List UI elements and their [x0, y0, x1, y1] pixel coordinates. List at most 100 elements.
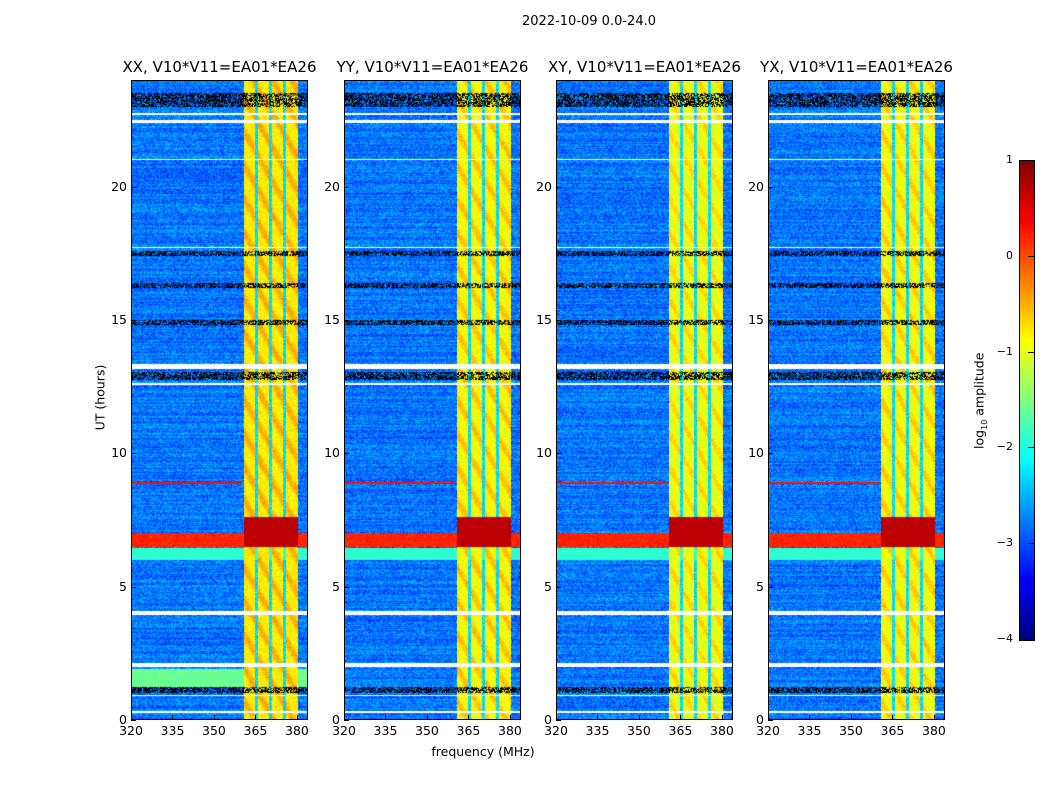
x-tick: [680, 715, 682, 720]
x-tick-label: 320: [119, 723, 143, 738]
colorbar-tick-label: −4: [996, 632, 1013, 645]
y-tick-label: 15: [748, 312, 764, 327]
x-tick: [296, 715, 298, 720]
y-tick-label: 5: [119, 578, 127, 594]
colorbar-tick: [1028, 543, 1034, 545]
y-tick: [768, 320, 773, 321]
y-tick: [556, 453, 561, 455]
y-tick-label: 10: [536, 445, 552, 461]
colorbar-tick: [1028, 639, 1034, 640]
y-tick: [131, 320, 136, 321]
x-tick-label: 350: [839, 723, 863, 738]
y-tick-label: 20: [748, 178, 764, 194]
y-tick: [131, 720, 136, 721]
colorbar-tick-label: −2: [996, 440, 1013, 454]
y-tick-label: 5: [756, 578, 764, 594]
y-tick-label: 5: [332, 578, 340, 594]
x-tick: [509, 715, 511, 720]
y-tick-label: 0: [544, 712, 552, 727]
y-tick-label: 15: [536, 312, 552, 327]
spectrogram-panel-3: YX, V10*V11=EA01*EA26 320 335 350 365 380 0 5 10…: [748, 58, 953, 738]
x-axis-label: frequency (MHz): [431, 744, 535, 759]
y-tick-label: 20: [111, 178, 127, 194]
x-tick: [933, 715, 935, 720]
colorbar-tick-label: 1: [1006, 153, 1013, 166]
spectrogram-panel-1: YY, V10*V11=EA01*EA26 320 335 350 365 380 0 5 10…: [324, 58, 528, 738]
panel-title: XY, V10*V11=EA01*EA26: [548, 58, 741, 76]
figure-title: 2022-10-09 0.0-24.0: [522, 14, 656, 29]
y-tick: [344, 320, 349, 321]
axes-frame: [344, 80, 521, 720]
y-tick-label: 20: [324, 178, 340, 194]
panel-title: YY, V10*V11=EA01*EA26: [336, 58, 529, 76]
x-tick-label: 380: [922, 723, 946, 738]
y-tick: [131, 586, 136, 588]
y-tick-label: 5: [544, 578, 552, 594]
x-tick: [597, 715, 599, 720]
x-tick-label: 335: [585, 723, 610, 738]
y-tick: [344, 186, 349, 188]
x-tick: [850, 715, 852, 720]
x-tick-label: 380: [285, 723, 309, 738]
x-tick: [892, 715, 894, 720]
y-axis-label: UT (hours): [92, 364, 108, 431]
colorbar-tick-label: 0: [1006, 248, 1013, 262]
y-tick: [344, 586, 349, 588]
axes-frame: [131, 80, 308, 720]
x-tick-label: 335: [160, 723, 185, 738]
y-tick: [131, 453, 136, 455]
panel-title: YX, V10*V11=EA01*EA26: [760, 58, 953, 76]
x-tick-label: 335: [797, 723, 822, 738]
x-tick: [426, 715, 428, 720]
x-tick-label: 320: [756, 723, 780, 738]
colorbar-tick: [1028, 447, 1034, 449]
y-tick: [768, 186, 773, 188]
x-tick-label: 380: [498, 723, 522, 738]
colorbar-tick-label: −3: [996, 536, 1013, 550]
colorbar-tick: [1028, 255, 1034, 257]
spectrogram-panel-0: XX, V10*V11=EA01*EA26 320 335 350 365 380 0 5 10…: [111, 58, 316, 738]
y-tick-label: 0: [332, 712, 340, 727]
y-tick: [131, 186, 136, 188]
x-tick-label: 335: [373, 723, 398, 738]
x-tick: [556, 715, 557, 720]
x-tick: [131, 715, 132, 720]
x-tick-label: 320: [332, 723, 356, 738]
x-tick-label: 350: [415, 723, 439, 738]
colorbar-tick: [1028, 351, 1034, 353]
y-tick-label: 15: [111, 312, 127, 327]
y-tick: [344, 720, 349, 721]
y-tick-label: 10: [748, 445, 764, 461]
axes-frame: [556, 80, 733, 720]
x-tick-label: 320: [544, 723, 568, 738]
y-tick: [556, 186, 561, 188]
x-tick: [385, 715, 387, 720]
y-tick-label: 20: [536, 178, 552, 194]
x-tick-label: 380: [710, 723, 734, 738]
spectrogram-panel-2: XY, V10*V11=EA01*EA26 320 335 350 365 380 0 5 10…: [536, 58, 741, 738]
panel-title: XX, V10*V11=EA01*EA26: [122, 58, 317, 76]
y-tick: [344, 453, 349, 455]
x-tick-label: 365: [880, 723, 905, 738]
y-tick-label: 0: [756, 712, 764, 727]
y-tick-label: 15: [324, 312, 340, 327]
x-tick: [213, 715, 215, 720]
y-tick-label: 10: [324, 445, 340, 461]
x-tick: [809, 715, 811, 720]
spectrogram-image: [131, 80, 308, 720]
y-tick: [556, 320, 561, 321]
x-tick-label: 365: [668, 723, 693, 738]
x-tick-label: 365: [243, 723, 268, 738]
spectrogram-image: [768, 80, 945, 720]
y-tick-label: 10: [111, 445, 127, 461]
colorbar: [1019, 160, 1035, 641]
y-tick-label: 0: [119, 712, 127, 727]
x-tick-label: 350: [627, 723, 651, 738]
colorbar-tick-label: −1: [996, 344, 1013, 358]
x-tick: [172, 715, 174, 720]
x-tick: [638, 715, 640, 720]
x-tick-label: 365: [456, 723, 481, 738]
x-tick: [344, 715, 345, 720]
y-tick: [556, 720, 561, 721]
